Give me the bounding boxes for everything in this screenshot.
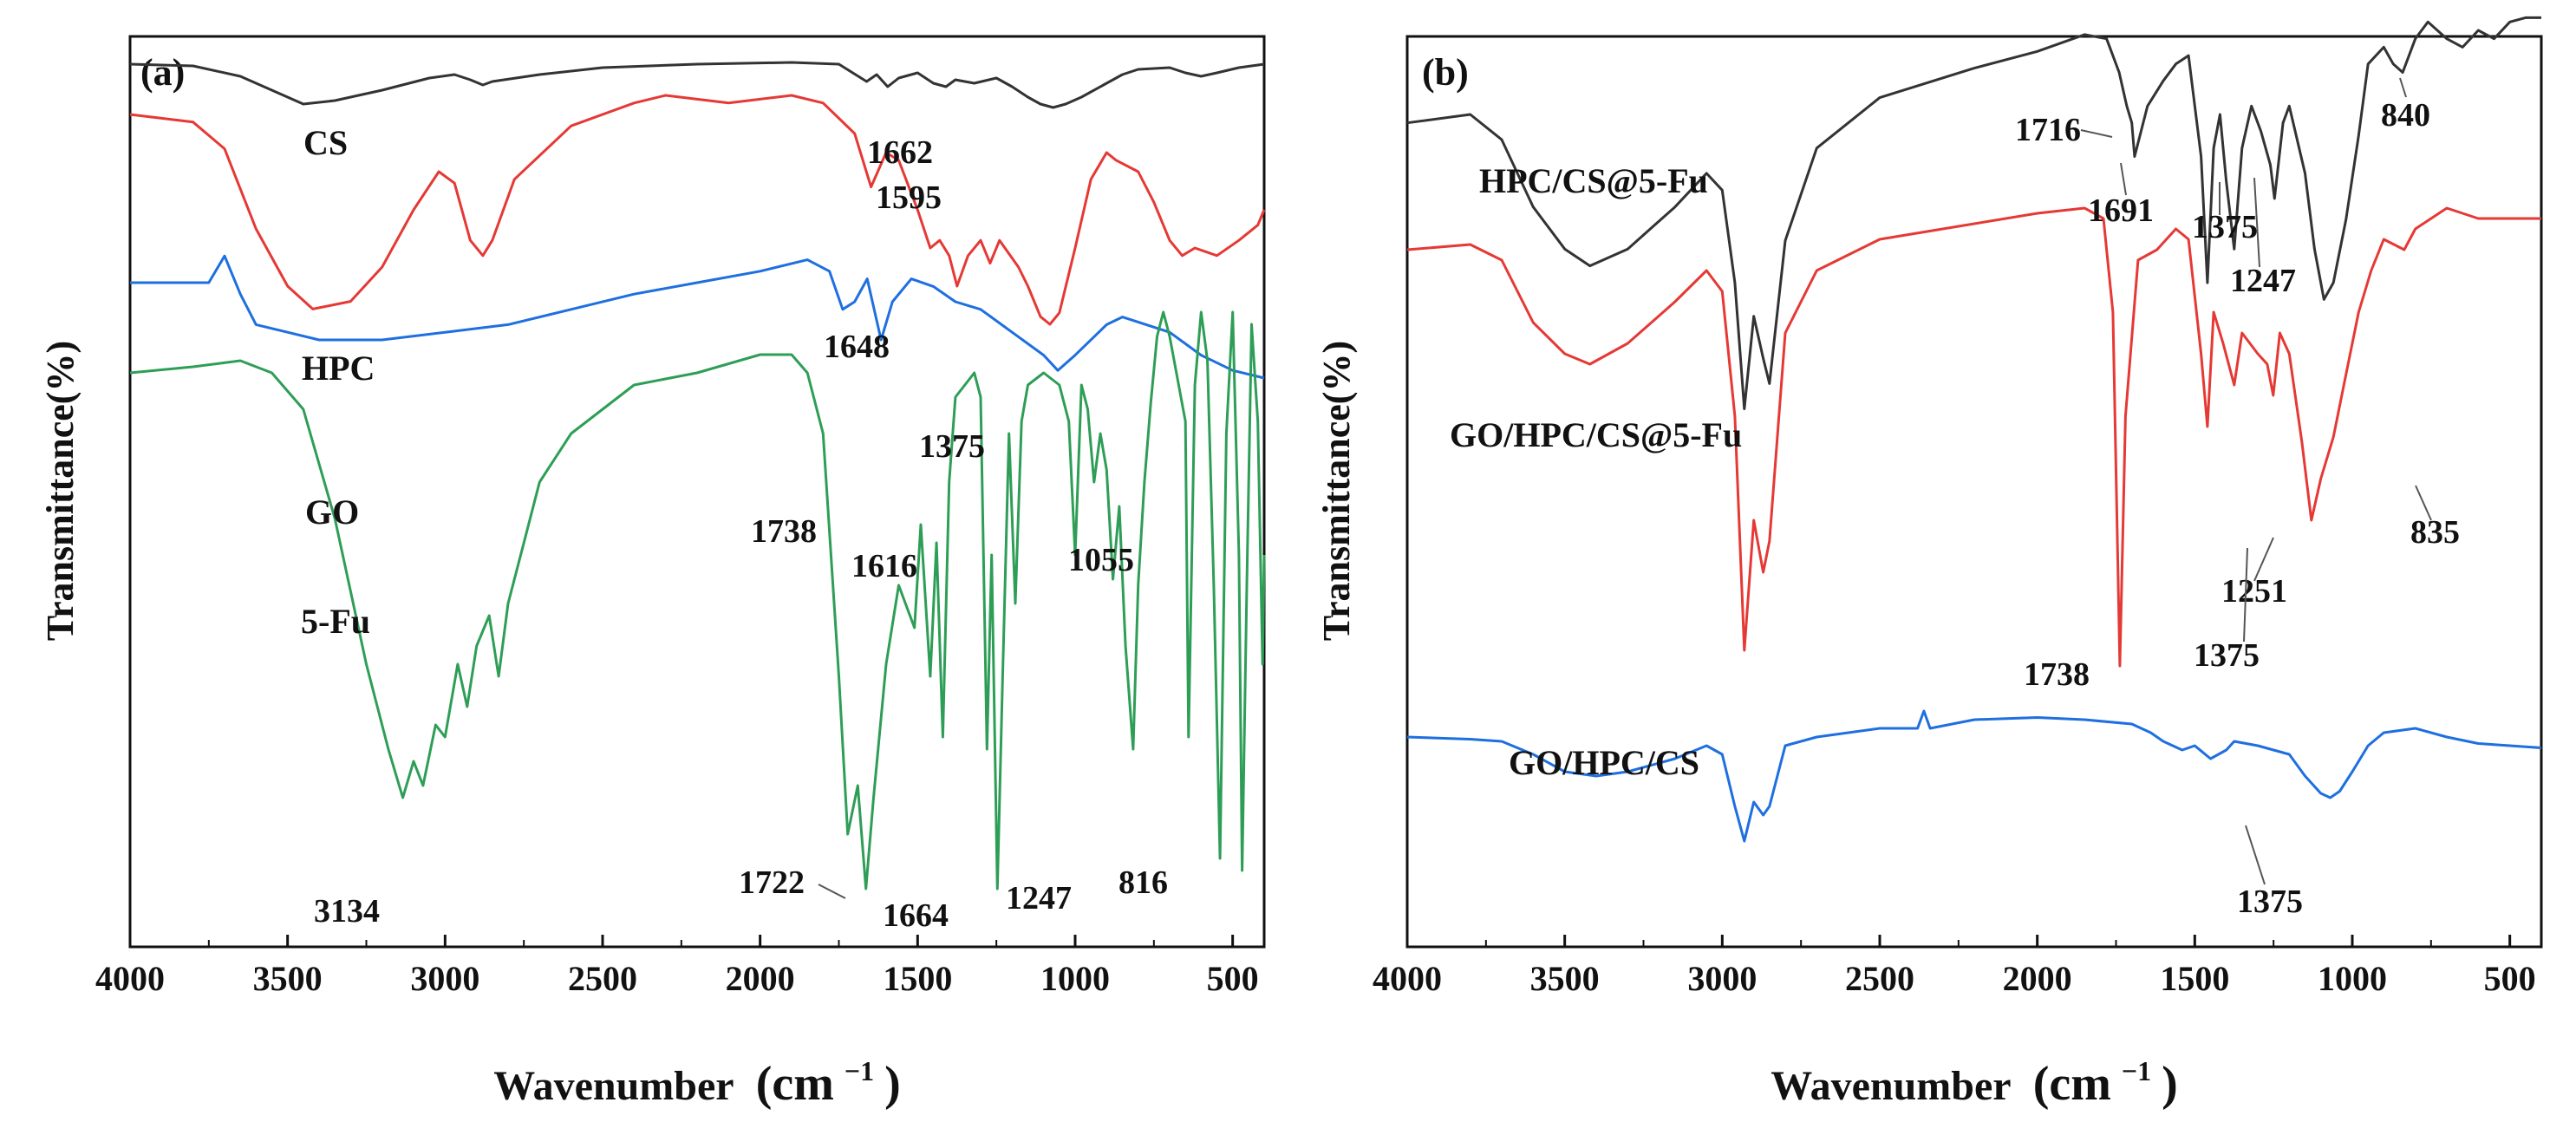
series-label-hpc: HPC bbox=[302, 349, 375, 388]
peak-label: 1251 bbox=[2221, 573, 2287, 610]
series-label-go-hpc-cs-5fu: GO/HPC/CS@5-Fu bbox=[1450, 415, 1742, 454]
x-tick-label: 3500 bbox=[1530, 959, 1600, 998]
peak-label: 816 bbox=[1118, 864, 1168, 901]
panel-b-label: (b) bbox=[1422, 51, 1469, 94]
peak-label: 1375 bbox=[2237, 884, 2303, 920]
annotation-leader bbox=[2399, 77, 2407, 98]
series-label-5fu: 5-Fu bbox=[301, 602, 370, 641]
spectrum-line-5-fu bbox=[129, 310, 1266, 890]
annotation-leader bbox=[2415, 485, 2432, 521]
peak-label: 1716 bbox=[2015, 112, 2081, 148]
x-label-unit: (cm bbox=[756, 1057, 834, 1111]
x-tick-label: 4000 bbox=[1373, 959, 1442, 998]
panel-b-annotations: 1716 1691 1375 1247 840 1738 1375 1251 8… bbox=[2015, 77, 2460, 920]
x-tick-label: 4000 bbox=[95, 959, 165, 998]
peak-label: 3134 bbox=[314, 893, 380, 930]
x-label-close: ) bbox=[884, 1057, 901, 1111]
x-label-text: Wavenumber bbox=[493, 1063, 734, 1109]
peak-label: 1595 bbox=[876, 179, 942, 216]
panel-b-spectra bbox=[1406, 16, 2542, 843]
annotation-leader bbox=[2080, 129, 2113, 138]
panel-a-label: (a) bbox=[140, 51, 185, 94]
spectrum-line-go bbox=[130, 254, 1265, 380]
peak-label: 1664 bbox=[883, 897, 949, 934]
series-label-cs: CS bbox=[303, 123, 348, 162]
annotation-leader bbox=[2245, 825, 2266, 885]
annotation-leader bbox=[2243, 547, 2248, 643]
x-tick-label: 2000 bbox=[726, 959, 795, 998]
panel-a-frame bbox=[128, 35, 1266, 949]
annotation-leader bbox=[818, 884, 846, 899]
x-tick-label: 2000 bbox=[2003, 959, 2072, 998]
panel-b-x-label: Wavenumber (cm −1 ) bbox=[1771, 1044, 2178, 1111]
x-tick-label: 2500 bbox=[1845, 959, 1914, 998]
annotation-leaders bbox=[2080, 77, 2432, 885]
peak-label: 1247 bbox=[1006, 880, 1072, 916]
peak-label: 1055 bbox=[1068, 542, 1134, 578]
peak-label: 1375 bbox=[2194, 637, 2260, 674]
peak-label: 1722 bbox=[739, 864, 805, 901]
panel-b-frame bbox=[1405, 35, 2543, 949]
x-tick-label: 1500 bbox=[2160, 959, 2229, 998]
spectrum-line-go-hpc-cs bbox=[1406, 709, 2542, 843]
panel-a-y-label: Transmittance(%) bbox=[39, 341, 82, 641]
peak-label: 1247 bbox=[2230, 263, 2296, 299]
panel-b: (b) 4000 3500 3000 2500 2000 1500 1000 500 HPC/… bbox=[1315, 16, 2543, 1111]
peak-label: 1375 bbox=[2192, 209, 2258, 245]
panel-b-x-ticks: 4000 3500 3000 2500 2000 1500 1000 500 bbox=[1373, 935, 2536, 998]
annotation-leader bbox=[2253, 537, 2274, 582]
peak-label: 1375 bbox=[919, 428, 985, 465]
peak-label: 1662 bbox=[867, 134, 933, 171]
spectrum-line-hpc bbox=[129, 94, 1266, 326]
series-label-hpc-cs-5fu: HPC/CS@5-Fu bbox=[1479, 161, 1708, 200]
x-tick-label: 3500 bbox=[253, 959, 323, 998]
panel-b-y-label: Transmittance(%) bbox=[1315, 341, 1358, 641]
panel-a-x-ticks: 4000 3500 3000 2500 2000 1500 1000 500 bbox=[95, 935, 1259, 998]
peak-label: 1648 bbox=[824, 329, 890, 365]
spectrum-line-cs bbox=[129, 61, 1265, 109]
series-label-go-hpc-cs: GO/HPC/CS bbox=[1509, 743, 1699, 782]
x-label-text: Wavenumber bbox=[1771, 1063, 2011, 1109]
x-label-exp: −1 bbox=[2122, 1055, 2151, 1086]
spectrum-line-hpc-cs-5-fu bbox=[1406, 16, 2541, 410]
x-tick-label: 1500 bbox=[883, 959, 952, 998]
panel-a: (a) 4000 3500 3000 2500 2000 1500 1000 500 CS H… bbox=[39, 35, 1266, 1111]
peak-label: 1738 bbox=[751, 513, 817, 550]
x-tick-label: 2500 bbox=[568, 959, 637, 998]
peak-label: 840 bbox=[2381, 97, 2430, 134]
x-label-close: ) bbox=[2162, 1057, 2178, 1111]
x-tick-label: 500 bbox=[2484, 959, 2536, 998]
x-tick-label: 1000 bbox=[2318, 959, 2387, 998]
x-tick-label: 500 bbox=[1207, 959, 1259, 998]
peak-label: 1616 bbox=[851, 548, 917, 584]
panel-a-annotations: 1662 1595 1648 1375 1738 1616 1055 3134 … bbox=[314, 134, 1168, 934]
spectrum-line-go-hpc-cs-5-fu bbox=[1406, 206, 2541, 668]
annotation-leader bbox=[2253, 177, 2260, 268]
x-tick-label: 1000 bbox=[1040, 959, 1110, 998]
peak-label: 835 bbox=[2410, 514, 2460, 551]
x-tick-label: 3000 bbox=[1687, 959, 1757, 998]
panel-a-x-label: Wavenumber (cm −1 ) bbox=[493, 1044, 901, 1111]
series-label-go: GO bbox=[305, 492, 359, 532]
x-tick-label: 3000 bbox=[410, 959, 479, 998]
x-label-exp: −1 bbox=[845, 1055, 874, 1086]
peak-label: 1691 bbox=[2088, 192, 2154, 229]
peak-label: 1738 bbox=[2024, 656, 2090, 693]
x-label-unit: (cm bbox=[2033, 1057, 2111, 1111]
annotation-leader bbox=[2120, 162, 2127, 196]
panel-a-spectra bbox=[129, 61, 1266, 890]
